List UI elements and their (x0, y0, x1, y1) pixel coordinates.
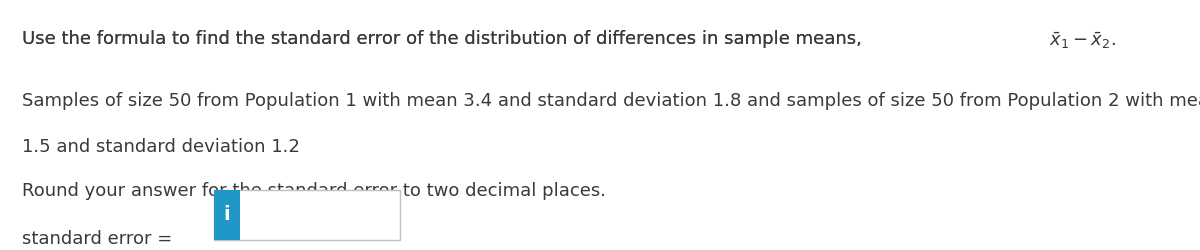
Text: i: i (223, 206, 230, 225)
Text: Use the formula to find the standard error of the distribution of differences in: Use the formula to find the standard err… (22, 30, 868, 48)
FancyBboxPatch shape (214, 190, 400, 240)
Text: 1.5 and standard deviation 1.2: 1.5 and standard deviation 1.2 (22, 138, 300, 156)
Text: Samples of size 50 from Population 1 with mean 3.4 and standard deviation 1.8 an: Samples of size 50 from Population 1 wit… (22, 92, 1200, 110)
Text: $\bar{x}_1 - \bar{x}_2$.: $\bar{x}_1 - \bar{x}_2$. (1049, 30, 1116, 50)
Text: Round your answer for the standard error to two decimal places.: Round your answer for the standard error… (22, 182, 606, 200)
Text: standard error =: standard error = (22, 230, 178, 248)
Text: Use the formula to find the standard error of the distribution of differences in: Use the formula to find the standard err… (22, 30, 868, 48)
FancyBboxPatch shape (214, 190, 240, 240)
